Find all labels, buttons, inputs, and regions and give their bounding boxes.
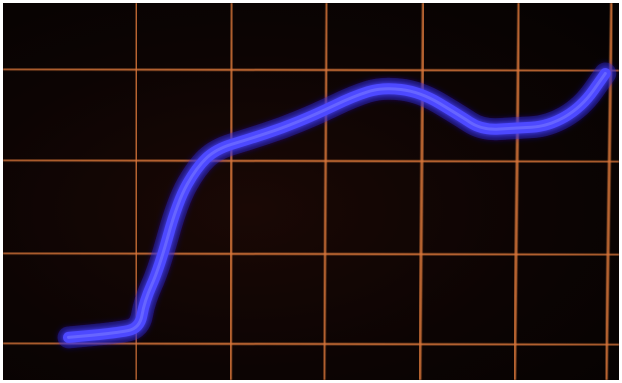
signal-trace-core xyxy=(67,72,607,339)
graticule-horizontal-line xyxy=(3,251,619,257)
graticule-vertical-line xyxy=(604,3,614,380)
signal-trace-group xyxy=(57,62,617,349)
oscilloscope-display xyxy=(3,3,619,380)
oscilloscope-screen xyxy=(3,3,619,380)
graticule-vertical-line xyxy=(418,3,425,380)
graticule-horizontal-line xyxy=(3,67,619,73)
graticule-vertical-line xyxy=(228,3,234,380)
graticule-vertical-line xyxy=(513,3,521,380)
graticule-grid xyxy=(3,3,619,380)
